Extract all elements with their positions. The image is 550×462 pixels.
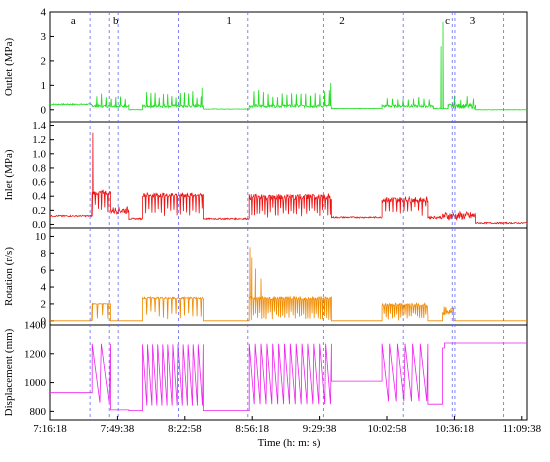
y-axis-label: Displacement (mm) <box>3 328 15 416</box>
x-tick-label: 11:09:38 <box>502 423 541 435</box>
panel-1-series-line <box>49 21 528 111</box>
y-tick-label: 0.6 <box>32 177 46 189</box>
y-tick-label: 1400 <box>24 320 47 332</box>
y-tick-label: 4 <box>41 7 47 19</box>
x-tick-label: 10:36:18 <box>435 423 475 435</box>
x-axis-label: Time (h: m: s) <box>258 437 321 449</box>
phase-label: 1 <box>226 15 232 27</box>
x-tick-label: 7:16:18 <box>33 423 67 435</box>
phase-label: 2 <box>339 15 345 27</box>
y-axis-label: Rotation (r/s) <box>3 247 15 306</box>
y-tick-label: 3 <box>41 31 47 43</box>
y-tick-label: 8 <box>41 248 47 260</box>
phase-label: c <box>445 15 450 27</box>
panel-4-frame <box>49 324 528 421</box>
y-tick-label: 6 <box>41 265 47 277</box>
panel-3-series-line <box>50 247 527 322</box>
y-tick-label: 1.4 <box>32 120 46 132</box>
y-axis-label: Inlet (MPa) <box>3 149 15 200</box>
x-tick-label: 8:56:18 <box>235 423 269 435</box>
x-tick-label: 8:22:58 <box>168 423 202 435</box>
panel-2-series-line <box>49 132 528 225</box>
y-tick-label: 1200 <box>24 348 47 360</box>
panel-4-series-line <box>50 342 527 411</box>
y-tick-label: 1000 <box>24 377 47 389</box>
y-tick-label: 0 <box>41 104 47 116</box>
y-tick-label: 800 <box>30 406 47 418</box>
y-tick-label: 1.2 <box>32 134 46 146</box>
phase-label: a <box>71 15 76 27</box>
y-tick-label: 0.4 <box>32 191 46 203</box>
x-tick-label: 7:49:38 <box>101 423 135 435</box>
y-tick-label: 4 <box>41 282 47 294</box>
y-tick-label: 2 <box>41 298 47 310</box>
y-tick-label: 0.0 <box>32 219 46 231</box>
x-tick-label: 9:29:38 <box>303 423 337 435</box>
y-tick-label: 2 <box>41 55 47 67</box>
y-tick-label: 1 <box>41 80 47 92</box>
y-tick-label: 0.8 <box>32 162 46 174</box>
y-tick-label: 0 <box>41 315 47 327</box>
phase-label: 3 <box>470 15 476 27</box>
x-tick-label: 10:02:58 <box>367 423 407 435</box>
phase-label: b <box>113 15 119 27</box>
y-axis-label: Outlet (MPa) <box>3 37 15 96</box>
y-tick-label: 1.0 <box>32 148 46 160</box>
y-tick-label: 0.2 <box>32 205 46 217</box>
y-tick-label: 10 <box>35 231 47 243</box>
